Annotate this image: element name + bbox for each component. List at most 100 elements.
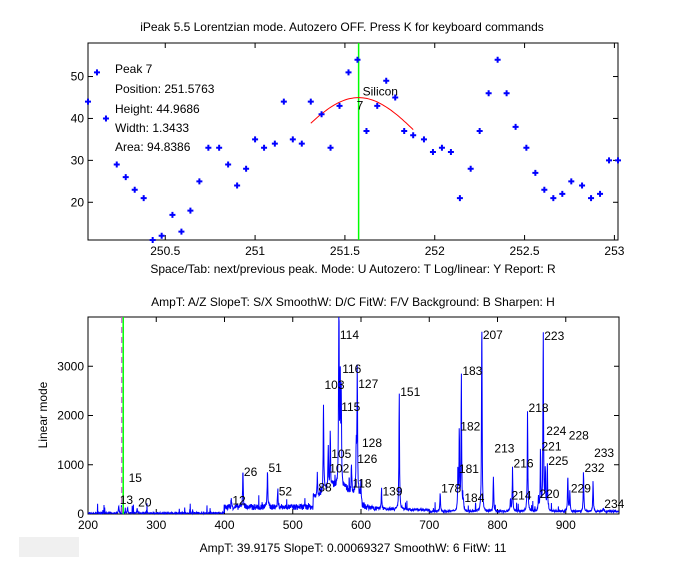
data-point <box>289 136 296 143</box>
x-tick-label: 800 <box>487 518 507 532</box>
data-point <box>158 232 165 239</box>
data-point <box>456 195 463 202</box>
data-point <box>494 56 501 63</box>
peak-label: 207 <box>483 328 503 342</box>
data-point <box>392 94 399 101</box>
data-point <box>467 165 474 172</box>
peak-label: 229 <box>571 481 591 495</box>
data-point <box>234 182 241 189</box>
peak-label: 127 <box>358 377 378 391</box>
data-point <box>243 165 250 172</box>
data-point <box>93 69 100 76</box>
x-tick-label: 300 <box>146 518 166 532</box>
peak-label: 233 <box>594 446 614 460</box>
data-point <box>327 144 334 151</box>
data-point <box>374 102 381 109</box>
data-point <box>503 90 510 97</box>
peak-label: 20 <box>138 496 152 510</box>
data-point <box>205 144 212 151</box>
x-tick-label: 900 <box>556 518 576 532</box>
data-point <box>383 77 390 84</box>
peak-label: 182 <box>460 420 480 434</box>
peak-label: 88 <box>318 480 332 494</box>
bottom-title: AmpT: A/Z SlopeT: S/X SmoothW: D/C FitW:… <box>151 295 555 309</box>
data-point <box>485 90 492 97</box>
peak-label: 51 <box>269 461 283 475</box>
data-point <box>298 140 305 147</box>
data-point <box>363 128 370 135</box>
peak-label: 126 <box>357 452 377 466</box>
data-point <box>169 211 176 218</box>
data-point <box>131 186 138 193</box>
peak-label: 52 <box>279 485 293 499</box>
data-point <box>216 144 223 151</box>
peak-info: Peak 7 Position: 251.5763 Height: 44.968… <box>115 62 215 154</box>
peak-label: 216 <box>514 457 534 471</box>
data-point <box>336 102 343 109</box>
peak-number-text: Peak 7 <box>115 62 153 76</box>
peak-label: 221 <box>542 439 562 453</box>
data-point <box>354 56 361 63</box>
peak-label: 102 <box>329 462 349 476</box>
x-tick-label: 200 <box>78 518 98 532</box>
peak-position-text: Position: 251.5763 <box>115 82 215 96</box>
bottom-y-label: Linear mode <box>36 381 50 448</box>
peak-label: 234 <box>604 497 624 511</box>
x-tick-label: 250.5 <box>150 244 180 258</box>
peak-height-text: Height: 44.9686 <box>115 102 200 116</box>
data-point <box>568 178 575 185</box>
data-point <box>512 123 519 130</box>
data-point <box>579 182 586 189</box>
peak-label: 105 <box>331 447 351 461</box>
data-point <box>401 128 408 135</box>
peak-label: 116 <box>342 362 361 376</box>
peak-label: 223 <box>544 329 564 343</box>
plot-area <box>87 316 620 515</box>
x-tick-label: 600 <box>351 518 371 532</box>
data-point <box>187 207 194 214</box>
data-point <box>318 111 325 118</box>
peak-label: 103 <box>324 378 344 392</box>
data-point <box>225 161 232 168</box>
x-tick-label: 400 <box>214 518 234 532</box>
data-point <box>606 157 613 164</box>
data-point <box>476 128 483 135</box>
x-tick-label: 500 <box>283 518 303 532</box>
data-point <box>345 69 352 76</box>
peak-label: 128 <box>362 436 382 450</box>
data-point <box>550 195 557 202</box>
data-point <box>261 144 268 151</box>
y-tick-label: 40 <box>71 111 85 125</box>
window-title: iPeak 5.5 Lorentzian mode. Autozero OFF.… <box>140 20 544 34</box>
peak-label: 118 <box>352 476 371 490</box>
top-x-label: Space/Tab: next/previous peak. Mode: U A… <box>150 262 556 276</box>
peak-label: 181 <box>459 462 479 476</box>
peak-label: 218 <box>529 401 549 415</box>
data-point <box>447 148 454 155</box>
data-point <box>410 132 417 139</box>
data-point <box>140 195 147 202</box>
peak-label: 232 <box>585 461 605 475</box>
blank-button[interactable] <box>19 537 79 557</box>
peak-label: 220 <box>539 487 559 501</box>
x-tick-label: 251 <box>245 244 265 258</box>
x-tick-label: 700 <box>419 518 439 532</box>
data-point <box>307 98 314 105</box>
x-tick-label: 251.5 <box>330 244 360 258</box>
data-point <box>85 98 91 105</box>
data-point <box>271 140 278 147</box>
peak-area-text: Area: 94.8386 <box>115 140 191 154</box>
data-point <box>280 98 287 105</box>
peak-label: 26 <box>244 465 258 479</box>
x-tick-label: 253 <box>604 244 624 258</box>
peak-label: 183 <box>462 364 482 378</box>
data-point <box>102 115 109 122</box>
bottom-axes: 200 300 400 500 600 700 800 900 0 1000 2000 3000 114… <box>57 316 625 532</box>
fit-curve <box>310 97 414 130</box>
data-point <box>588 195 595 202</box>
peak-number-label: 7 <box>357 99 364 113</box>
peak-label: 213 <box>494 441 514 455</box>
y-tick-label: 0 <box>77 507 84 521</box>
peak-label: 184 <box>464 491 484 505</box>
